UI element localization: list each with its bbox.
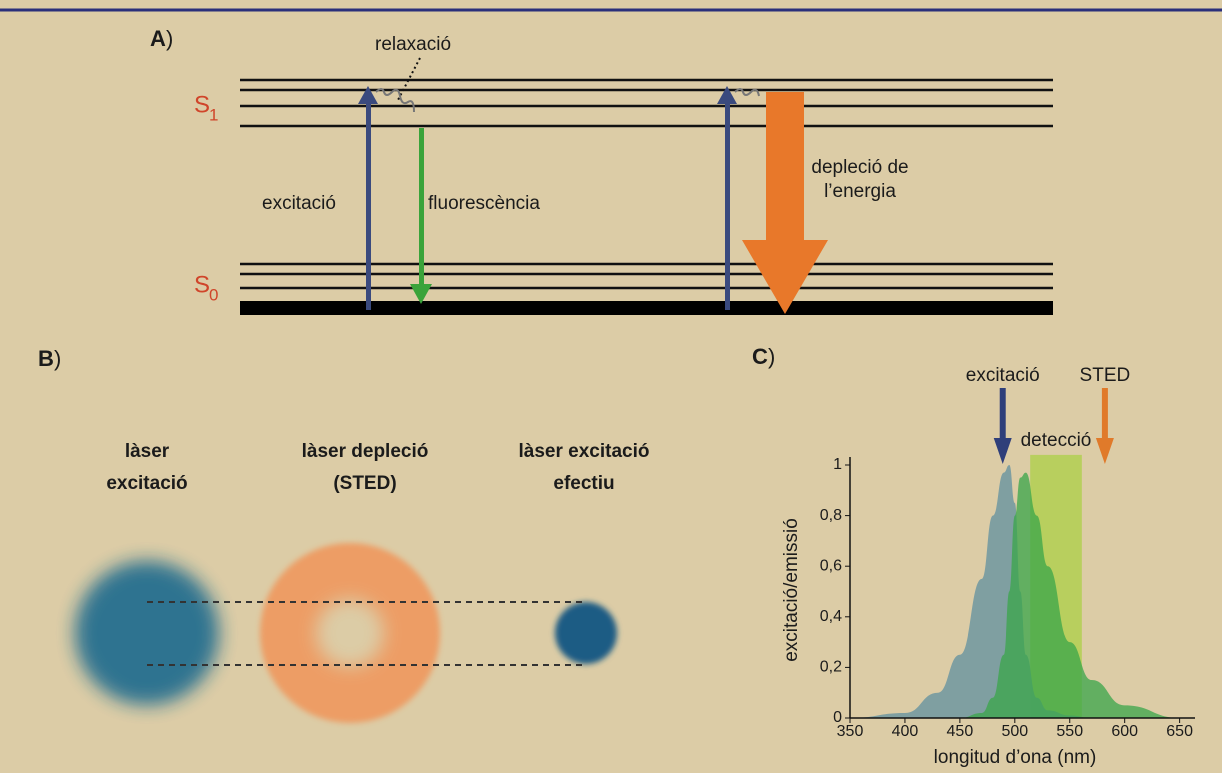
figure: A ) relaxació S 1 S 0 excitació fluoresc… [0, 0, 1222, 773]
detection-label: detecció [1021, 430, 1092, 451]
spot-label: làser depleció [302, 441, 429, 462]
y-tick-label: 1 [833, 456, 842, 473]
x-tick-label: 400 [892, 723, 919, 740]
marker-arrow [1096, 388, 1114, 464]
s0-subscript: 0 [209, 285, 218, 304]
x-tick-label: 500 [1001, 723, 1028, 740]
depletion-label: l’energia [824, 181, 896, 202]
panel-label: C [752, 344, 768, 369]
panel-paren: ) [166, 26, 173, 51]
spot-label: excitació [106, 473, 187, 494]
s0-symbol: S [194, 271, 210, 298]
energy-levels [240, 80, 1053, 288]
excitation-arrows [358, 86, 737, 310]
panel-label: B [38, 346, 54, 371]
effective-spot [555, 602, 617, 664]
depletion-label: depleció de [811, 157, 908, 178]
y-tick-label: 0,8 [820, 507, 842, 524]
y-tick-label: 0,6 [820, 557, 842, 574]
s1-subscript: 1 [209, 105, 218, 124]
marker-arrow [994, 388, 1012, 464]
fluorescence-arrow [410, 128, 432, 304]
panel-paren: ) [768, 344, 775, 369]
panel-label: A [150, 26, 166, 51]
spot-label: efectiu [553, 473, 614, 494]
x-tick-label: 550 [1056, 723, 1083, 740]
x-tick-label: 600 [1111, 723, 1138, 740]
sted-ring [260, 543, 440, 723]
x-tick-label: 350 [837, 723, 864, 740]
panel-paren: ) [54, 346, 61, 371]
marker-label: excitació [966, 365, 1040, 386]
y-axis-label: excitació/emissió [781, 518, 802, 662]
spot-label: làser [125, 441, 170, 462]
spot-label: (STED) [333, 473, 396, 494]
marker-label: STED [1080, 365, 1131, 386]
y-tick-label: 0,4 [820, 608, 842, 625]
x-tick-label: 650 [1166, 723, 1193, 740]
relaxation-wave [376, 89, 414, 112]
s1-symbol: S [194, 91, 210, 118]
x-axis-label: longitud d’ona (nm) [934, 747, 1097, 768]
excitation-spot [75, 561, 219, 705]
spot-label: làser excitació [519, 441, 650, 462]
x-tick-label: 450 [947, 723, 974, 740]
ground-level [240, 301, 1053, 315]
relaxation-label: relaxació [375, 34, 451, 55]
excitation-label: excitació [262, 193, 336, 214]
y-tick-label: 0,2 [820, 659, 842, 676]
fluorescence-label: fluorescència [428, 193, 540, 214]
